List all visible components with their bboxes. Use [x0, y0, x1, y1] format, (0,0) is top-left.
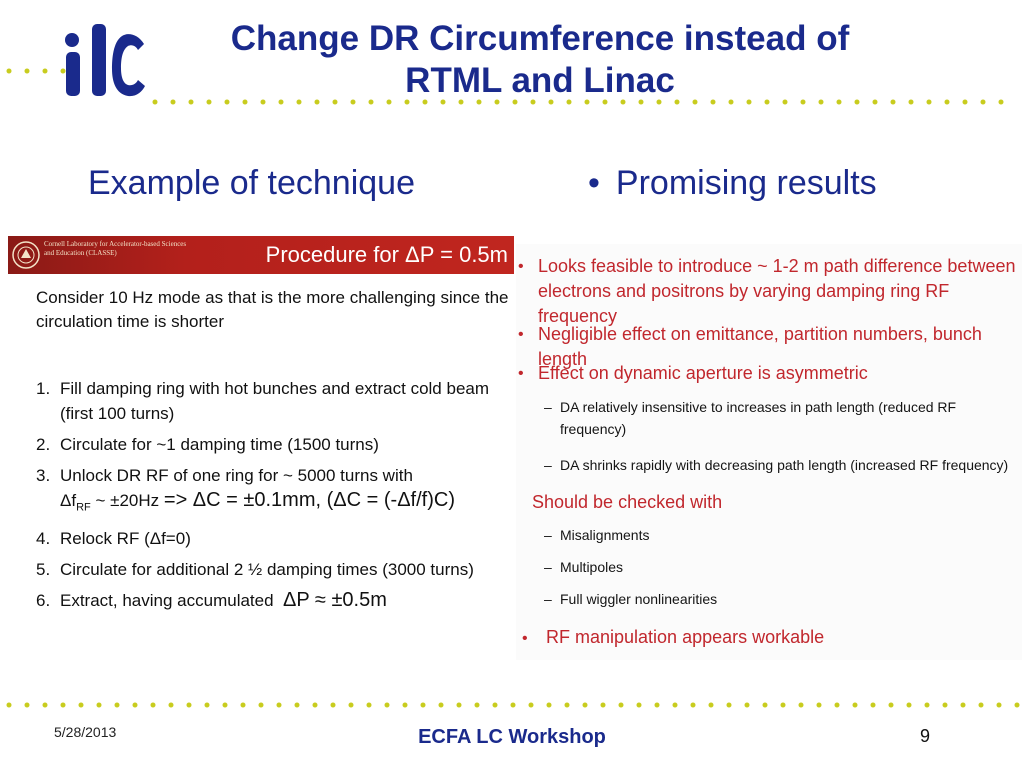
step-number: 5.: [36, 560, 51, 580]
procedure-step: 1. Fill damping ring with hot bunches and…: [36, 376, 516, 426]
sub-dash: –: [544, 591, 552, 607]
slide-title: Change DR Circumference instead of RTML …: [150, 18, 930, 102]
title-line-2: RTML and Linac: [405, 61, 675, 100]
step-number: 4.: [36, 529, 51, 549]
procedure-banner-title: Procedure for ΔP = 0.5m: [265, 242, 508, 267]
step-approx: ~ ±20Hz: [90, 491, 164, 510]
step-text: Extract, having accumulated: [60, 591, 274, 611]
footer-event-name: ECFA LC Workshop: [418, 726, 606, 748]
da-subitem: DA relatively insensitive to increases i…: [560, 399, 957, 437]
step-number: 3.: [36, 466, 51, 485]
da-subitem: DA shrinks rapidly with decreasing path …: [560, 457, 1009, 473]
result-item: Looks feasible to introduce ~ 1-2 m path…: [538, 256, 1016, 326]
step-number: 1.: [36, 379, 51, 398]
procedure-step: 5. Circulate for additional 2 ½ damping t…: [36, 557, 516, 582]
left-column-heading: Example of technique: [88, 164, 415, 202]
checked-item: Misalignments: [560, 527, 650, 543]
step-text: Circulate for additional 2 ½ damping tim…: [60, 560, 474, 580]
procedure-step: 3. Unlock DR RF of one ring for ~ 5000 tu…: [36, 463, 516, 520]
procedure-banner: Cornell Laboratory for Accelerator-based…: [8, 236, 514, 274]
result-bullet: •: [518, 258, 524, 275]
step-formula: => ΔC = ±0.1mm, (ΔC = (-Δf/f)C): [163, 489, 455, 511]
header-dot-rule-long: [146, 99, 1016, 105]
result-item: Negligible effect on emittance, partitio…: [538, 324, 982, 369]
sub-dash: –: [544, 457, 552, 473]
checked-item: Multipoles: [560, 559, 624, 575]
right-column-heading: • Promising results: [588, 164, 877, 203]
sub-dash: –: [544, 559, 552, 575]
header-dot-rule: [0, 68, 70, 74]
procedure-step: 2. Circulate for ~1 damping time (1500 tu…: [36, 432, 516, 457]
checked-item: Full wiggler nonlinearities: [560, 591, 718, 607]
results-panel: • Looks feasible to introduce ~ 1-2 m pa…: [516, 244, 1022, 660]
procedure-panel: Cornell Laboratory for Accelerator-based…: [8, 236, 514, 626]
result-bullet: •: [518, 326, 524, 343]
result-bullet: •: [522, 630, 528, 647]
procedure-step: 4. Relock RF (Δf=0): [36, 526, 516, 551]
heading-bullet: •: [588, 164, 600, 202]
title-line-1: Change DR Circumference instead of: [230, 19, 850, 58]
ilc-logo: [65, 24, 145, 97]
procedure-step: 6. Extract, having accumulated ΔP ≈ ±0.5m: [36, 588, 516, 613]
result-item: Effect on dynamic aperture is asymmetric: [538, 363, 868, 383]
step-df-subscript: RF: [76, 501, 91, 514]
result-bullet: •: [518, 365, 524, 382]
checked-heading: Should be checked with: [532, 492, 723, 512]
step-number: 2.: [36, 435, 51, 454]
footer-date: 5/28/2013: [54, 724, 117, 740]
step-text: Relock RF (Δf=0): [60, 529, 191, 549]
step-number: 6.: [36, 591, 51, 611]
sub-dash: –: [544, 399, 552, 415]
step-df: Δf: [60, 491, 77, 510]
procedure-steps: 1. Fill damping ring with hot bunches and…: [36, 376, 516, 619]
step-text: Fill damping ring with hot bunches and e…: [60, 379, 490, 423]
cornell-lab-text: Cornell Laboratory for Accelerator-based…: [44, 240, 187, 257]
procedure-intro: Consider 10 Hz mode as that is the more …: [36, 288, 509, 331]
right-heading-text: Promising results: [615, 164, 877, 202]
step-formula: ΔP ≈ ±0.5m: [283, 589, 387, 612]
final-result-item: RF manipulation appears workable: [546, 627, 825, 647]
page-number: 9: [920, 726, 931, 746]
sub-dash: –: [544, 527, 552, 543]
cornell-seal-icon: [12, 241, 40, 269]
footer-dot-rule: [0, 702, 1024, 708]
step-text: Unlock DR RF of one ring for ~ 5000 turn…: [60, 466, 413, 485]
step-text: Circulate for ~1 damping time (1500 turn…: [60, 435, 379, 454]
